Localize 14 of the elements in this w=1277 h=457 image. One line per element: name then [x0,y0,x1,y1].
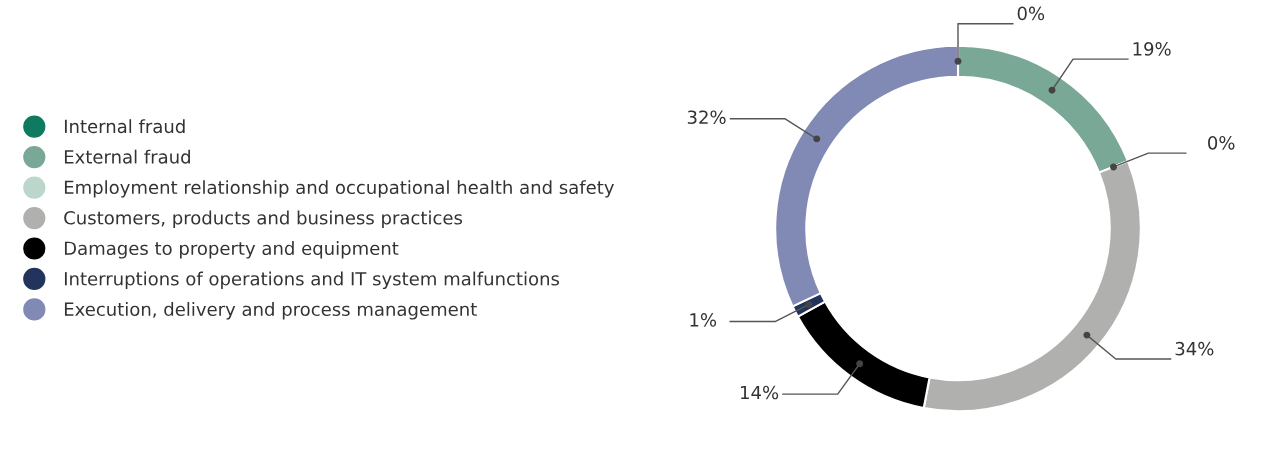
text: 0% [1017,6,1045,21]
legend-label: Employment relationship and occupational health and safety [64,180,614,198]
legend-label: Damages to property and equipment [64,241,399,259]
data-label: 32% [687,110,726,125]
legend-label: Execution, delivery and process management [64,302,477,320]
data-label: 14% [741,385,779,400]
legend-label: Interruptions of operations and IT system malfunctions [64,271,560,290]
legend-label: Internal fraud [64,119,185,134]
data-label: 1% [690,313,717,327]
legend-label: Customers, products and business practices [64,210,463,229]
data-label: 19% [1133,42,1171,56]
legend-label: External fraud [64,149,190,164]
text: 0% [1208,135,1235,150]
data-label: 34% [1175,341,1214,356]
